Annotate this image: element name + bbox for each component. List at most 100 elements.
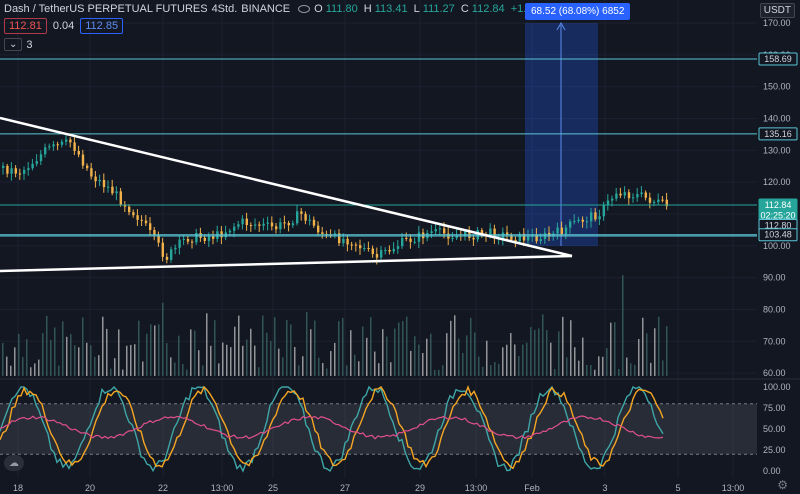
currency-label[interactable]: USDT xyxy=(759,3,795,18)
volume-bar xyxy=(510,333,512,376)
candle-body xyxy=(585,221,589,223)
symbol-name[interactable]: Dash / TetherUS PERPETUAL FUTURES xyxy=(4,3,208,15)
volume-bar xyxy=(442,365,444,376)
volume-bar xyxy=(74,345,76,376)
candle-body xyxy=(283,222,286,224)
candle-body xyxy=(581,219,584,222)
candle-body xyxy=(510,234,513,240)
candle-body xyxy=(119,191,122,205)
candle-body xyxy=(35,161,38,164)
volume-bar xyxy=(86,342,88,376)
time-tick-label: 20 xyxy=(85,483,95,493)
candle-body xyxy=(86,165,89,169)
time-tick-label: 18 xyxy=(13,483,23,493)
price-axis[interactable]: 170.00160.00150.00140.00130.00120.00110.… xyxy=(763,18,791,476)
volume-bar xyxy=(650,362,652,376)
volume-bar xyxy=(538,328,540,376)
time-axis[interactable]: 18 20 22 13:00 25 27 29 13:00 Feb 3 5 13:00 xyxy=(13,483,744,493)
volume-bar xyxy=(398,322,400,376)
buy-button[interactable]: 112.85 xyxy=(80,18,124,34)
candle-body xyxy=(94,176,97,182)
gear-icon[interactable]: ⚙ xyxy=(777,478,788,492)
volume-bar xyxy=(630,363,632,376)
candle-body xyxy=(443,228,446,234)
candle-body xyxy=(48,146,51,148)
volume-bar xyxy=(570,320,572,376)
candle-body xyxy=(266,222,269,224)
chevron-down-icon[interactable]: ⌄ xyxy=(4,38,23,51)
candle-body xyxy=(375,254,379,258)
volume-bar xyxy=(306,311,308,376)
candle-body xyxy=(296,211,299,224)
volume-bar xyxy=(202,365,204,376)
price-tick-label: 60.00 xyxy=(763,368,786,378)
price-tag-label: 103.48 xyxy=(764,230,792,240)
volume-bar xyxy=(282,357,284,376)
candle-body xyxy=(455,235,458,238)
candle-body xyxy=(640,192,643,195)
candle-body xyxy=(632,197,635,199)
volume-bar xyxy=(138,320,140,376)
candle-body xyxy=(144,220,148,224)
volume-bar xyxy=(230,347,232,376)
candlesticks xyxy=(2,134,668,265)
volume-bar xyxy=(410,350,412,376)
volume-bar xyxy=(30,367,32,376)
oscillator-pane xyxy=(0,384,757,473)
candle-body xyxy=(602,204,605,217)
candle-body xyxy=(380,250,383,258)
candle-body xyxy=(157,235,160,243)
volume-bar xyxy=(622,275,624,376)
candle-body xyxy=(438,228,442,230)
volume-bar xyxy=(438,369,440,376)
candle-body xyxy=(598,216,601,220)
candle-body xyxy=(165,256,169,260)
volume-bar xyxy=(258,367,260,376)
candle-body xyxy=(115,191,118,194)
volume-bar xyxy=(530,327,532,376)
candle-body xyxy=(577,219,580,222)
candle-body xyxy=(480,230,484,235)
volume-bar xyxy=(206,313,208,376)
volume-bar xyxy=(78,347,80,376)
volume-bar xyxy=(394,328,396,376)
volume-bar xyxy=(366,337,368,376)
candle-body xyxy=(18,173,22,175)
candle-body xyxy=(2,165,5,168)
candle-body xyxy=(128,206,131,213)
volume-bar xyxy=(406,316,408,376)
volume-bar xyxy=(6,356,8,376)
volume-bar xyxy=(618,369,620,376)
indicator-toggle[interactable]: ⌄ 3 xyxy=(4,38,33,51)
eye-icon[interactable] xyxy=(298,5,311,13)
trend-lines[interactable] xyxy=(0,116,573,273)
volume-bar xyxy=(210,345,212,376)
candle-body xyxy=(590,212,593,222)
volume-bar xyxy=(250,328,252,376)
measure-region[interactable] xyxy=(525,21,598,246)
volume-bar xyxy=(646,333,648,376)
volume-bar xyxy=(294,347,296,376)
volume-bar xyxy=(186,369,188,376)
volume-bar xyxy=(402,321,404,376)
candle-body xyxy=(333,233,337,236)
volume-bar xyxy=(354,354,356,376)
candle-body xyxy=(23,169,26,174)
volume-bar xyxy=(274,317,276,376)
price-tick-label: 120.00 xyxy=(763,177,791,187)
volume-bar xyxy=(346,365,348,376)
measure-arrowhead xyxy=(556,21,566,31)
volume-bar xyxy=(474,332,476,376)
horizontal-lines[interactable] xyxy=(0,58,757,237)
tradingview-logo[interactable]: ☁ xyxy=(4,455,24,471)
volume-bar xyxy=(502,347,504,376)
volume-bar xyxy=(606,348,608,376)
candle-body xyxy=(615,193,618,199)
sell-button[interactable]: 112.81 xyxy=(4,18,47,34)
volume-bar xyxy=(286,320,288,376)
trendline-lower xyxy=(0,254,573,273)
volume-bar xyxy=(418,344,420,376)
volume-bar xyxy=(450,320,452,376)
volume-bar xyxy=(434,369,436,376)
